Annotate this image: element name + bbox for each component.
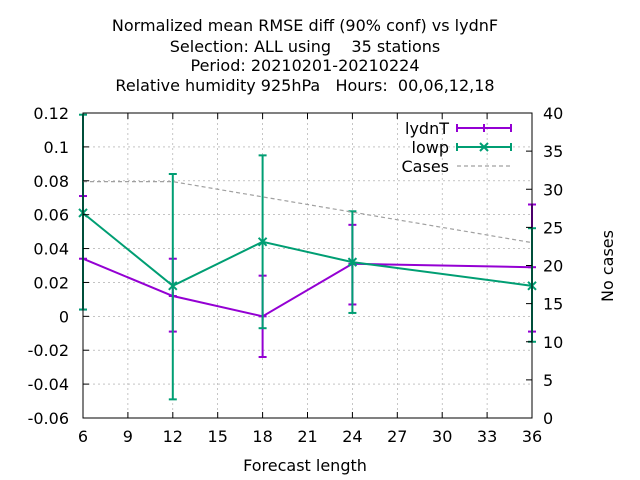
y2-tick-label: 35 bbox=[543, 142, 563, 161]
series-layer bbox=[78, 113, 537, 401]
y-tick-label: 0.04 bbox=[33, 240, 69, 259]
x-axis-label: Forecast length bbox=[243, 456, 367, 475]
y-tick-label: 0.08 bbox=[33, 172, 69, 191]
y2-tick-label: 40 bbox=[543, 104, 563, 123]
chart-title-line-3: Period: 20210201-20210224 bbox=[190, 56, 420, 75]
x-tick-label: 6 bbox=[78, 427, 88, 446]
legend-label: lydnT bbox=[405, 119, 449, 138]
chart-title-line-4: Relative humidity 925hPa Hours: 00,06,12… bbox=[115, 76, 495, 95]
chart-title-line-2: Selection: ALL using 35 stations bbox=[169, 37, 441, 56]
x-tick-label: 12 bbox=[163, 427, 183, 446]
y-tick-label: -0.06 bbox=[28, 409, 69, 428]
data-point bbox=[257, 237, 268, 247]
data-point bbox=[347, 257, 358, 267]
y-tick-label: -0.02 bbox=[28, 341, 69, 360]
y-tick-label: 0 bbox=[59, 307, 69, 326]
legend-marker bbox=[479, 142, 489, 152]
x-tick-label: 24 bbox=[342, 427, 362, 446]
data-point-stroke bbox=[347, 257, 358, 267]
x-tick-label: 9 bbox=[123, 427, 133, 446]
x-tick-label: 30 bbox=[432, 427, 452, 446]
y2-tick-label: 25 bbox=[543, 218, 563, 237]
x-tick-label: 15 bbox=[208, 427, 228, 446]
y2-tick-label: 30 bbox=[543, 180, 563, 199]
data-point-stroke bbox=[168, 281, 178, 291]
y2-axis-label: No cases bbox=[598, 230, 617, 302]
data-point-stroke bbox=[257, 237, 268, 247]
y-tick-label: 0.12 bbox=[33, 104, 69, 123]
y-tick-label: -0.04 bbox=[28, 375, 69, 394]
x-tick-label: 36 bbox=[522, 427, 542, 446]
y-tick-label: 0.02 bbox=[33, 273, 69, 292]
tick-layer: 6 9 12 15 18 21 24 27 30 33 36 -0.06 -0.04 -0.02 0 0.02… bbox=[28, 104, 564, 446]
y2-tick-label: 15 bbox=[543, 295, 563, 314]
y2-tick-label: 10 bbox=[543, 333, 563, 352]
y2-tick-label: 5 bbox=[543, 371, 553, 390]
legend-label: Cases bbox=[402, 157, 450, 176]
y-tick-label: 0.06 bbox=[33, 206, 69, 225]
x-tick-label: 33 bbox=[477, 427, 497, 446]
y-tick-label: 0.1 bbox=[44, 138, 69, 157]
y2-tick-label: 20 bbox=[543, 257, 563, 276]
x-tick-label: 27 bbox=[387, 427, 407, 446]
data-point bbox=[168, 281, 178, 291]
y2-tick-label: 0 bbox=[543, 409, 553, 428]
legend-marker bbox=[480, 124, 488, 132]
legend-label: lowp bbox=[412, 138, 449, 157]
x-tick-label: 18 bbox=[252, 427, 272, 446]
chart-title-line-1: Normalized mean RMSE diff (90% conf) vs … bbox=[111, 16, 499, 35]
series-line-cases bbox=[83, 181, 533, 244]
x-tick-label: 21 bbox=[297, 427, 317, 446]
legend-marker-stroke bbox=[479, 142, 489, 152]
